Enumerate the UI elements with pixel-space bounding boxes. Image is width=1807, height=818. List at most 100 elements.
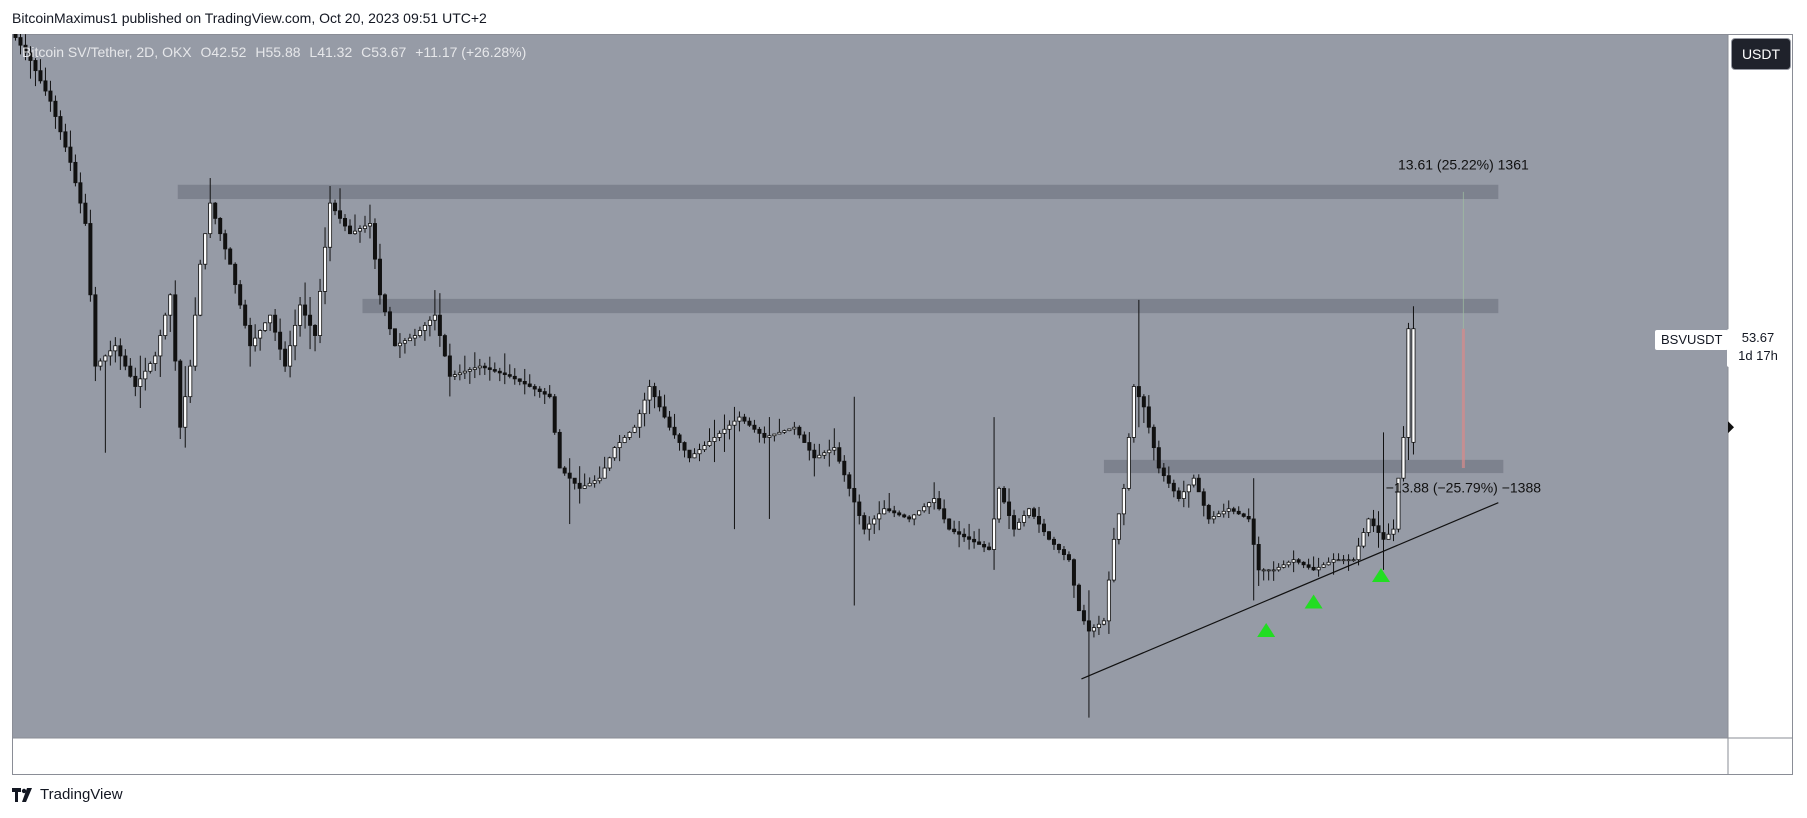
candle-body [642,399,647,415]
candle-body [1181,491,1186,499]
candle-body [278,331,283,350]
candle-body [462,370,467,374]
candle-body [792,426,797,430]
price-tick-label: 20.00 [1744,665,1777,680]
candle-body [148,363,153,372]
candle-body [582,485,587,489]
candle-body [667,416,672,428]
ascending-support-trendline[interactable] [1081,502,1499,680]
footer-brand[interactable]: TradingView [40,786,123,803]
candle-body [437,314,442,336]
time-tick-label: 2023 [665,748,698,765]
candle-body [517,378,522,382]
candle-body [417,330,422,336]
measure-annotation: −13.88 (−25.79%) −1388 [1386,479,1542,495]
candle-body [1221,510,1226,515]
candle-body [1161,467,1166,477]
candle-body [962,533,967,538]
time-tick-label: Sep [366,749,389,764]
candle-body [1336,559,1341,562]
candle-body [797,426,802,436]
candle-body [178,360,183,428]
candle-body [1091,627,1096,632]
price-tick-label: 36.00 [1744,502,1777,517]
candle-body [1176,490,1181,499]
candle-body [857,501,862,516]
candle-body [228,248,233,265]
price-chart[interactable]: 13.61 (25.22%) 1361 −13.88 (−25.79%) −138… [12,34,1793,775]
price-tick-label: 16.00 [1744,706,1777,721]
candle-body [1116,513,1121,540]
candle-body [757,428,762,434]
candle-body [1106,579,1111,622]
publisher-line: BitcoinMaximus1 published on TradingView… [12,10,487,26]
candle-body [1246,516,1251,520]
candle-body [33,60,38,72]
candle-body [1231,508,1236,512]
candle-body [318,291,323,336]
candle-body [58,116,63,133]
price-tick-label: 48.00 [1744,380,1777,395]
candle-body [612,447,617,459]
time-tick-label: May [58,749,83,764]
candle-body [502,372,507,376]
resistance-zone [177,184,1499,200]
time-axis[interactable]: May Jul Sep Nov 2023 Mar May Jul Sep Nov 2024 [58,748,1610,765]
candle-body [128,365,133,377]
candle-body [472,367,477,370]
candle-body [1211,516,1216,520]
price-tick-label: 72.00 [1744,135,1777,150]
candle-body [303,304,308,316]
candle-body [477,365,482,369]
candle-body [78,182,83,204]
candle-body [782,430,787,433]
candle-body [467,369,472,372]
candle-body [1216,513,1221,517]
candle-body [23,44,28,54]
candle-body [1291,559,1296,563]
candle-body [83,202,88,224]
candle-body [422,324,427,331]
candle-body [273,314,278,333]
candle-body [1061,549,1066,556]
candle-body [1022,515,1027,523]
candle-body [997,487,1002,520]
candle-body [617,442,622,449]
candle-body [737,416,742,422]
candle-body [567,472,572,479]
plot-area[interactable] [13,35,1728,738]
candle-body [827,449,832,454]
candle-body [767,435,772,438]
footer: TradingView [12,786,123,803]
price-tick-label: 32.00 [1744,543,1777,558]
candle-body [113,345,118,352]
candle-body [892,510,897,514]
candle-body [532,386,537,390]
resistance-zone [362,298,1499,314]
candle-body [972,538,977,543]
candle-body [697,449,702,455]
candle-body [1002,487,1007,503]
candle-body [572,477,577,484]
candle-body [1051,538,1056,545]
high-value: 55.88 [265,44,301,60]
candle-body [163,314,168,336]
candle-body [497,370,502,374]
candle-body [1401,437,1406,479]
candle-body [682,442,687,451]
candle-body [442,335,447,357]
symbol-title[interactable]: Bitcoin SV/Tether, 2D, OKX [22,44,192,60]
candle-body [967,536,972,540]
candle-body [787,428,792,432]
candle-body [1346,559,1351,562]
candle-body [362,225,367,229]
candle-body [1266,569,1271,572]
price-axis[interactable]: 16.00 20.00 24.00 28.00 32.00 36.00 40.00 44.00… [1728,53,1777,721]
candle-body [647,386,652,401]
currency-unit-button[interactable]: USDT [1731,38,1791,70]
candle-body [1251,518,1256,545]
candle-body [133,375,138,387]
candle-body [537,388,542,392]
candle-body [882,508,887,515]
candle-body [627,431,632,438]
